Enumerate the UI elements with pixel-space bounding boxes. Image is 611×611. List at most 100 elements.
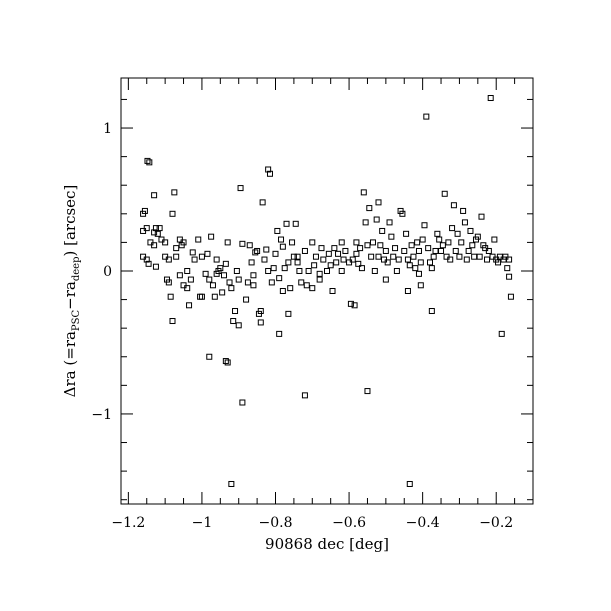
data-point [206,276,213,283]
data-point [228,285,235,292]
y-axis-label-sub-psc: PSC [71,309,82,331]
data-point [298,279,305,286]
data-point [154,230,161,237]
data-point [447,256,454,263]
y-axis-label-end: ) [arcsec] [61,185,79,257]
data-point [498,330,505,337]
data-point [351,302,358,309]
y-axis-label: Δra (=raPSC−radeep) [arcsec] [61,185,82,398]
data-point [340,256,347,263]
data-point [171,189,178,196]
data-point [292,220,299,227]
data-point [265,267,272,274]
data-point [395,256,402,263]
data-point [382,276,389,283]
data-point [235,276,242,283]
data-point [484,256,491,263]
data-point [364,242,371,249]
data-point [478,213,485,220]
data-point [211,293,218,300]
data-point [467,227,474,234]
data-point [506,273,513,280]
data-point [285,259,292,266]
x-tick-label: −0.4 [406,515,440,531]
axis-ticks [121,78,534,504]
x-tick-label: −0.6 [332,515,366,531]
x-axis-label: 90868 dec [deg] [265,535,389,553]
data-point [338,267,345,274]
data-point [250,282,257,289]
data-point [388,233,395,240]
data-point [265,166,272,173]
data-point [268,279,275,286]
data-point [198,293,205,300]
data-point [152,225,159,232]
data-point [230,318,237,325]
data-point [222,358,229,365]
data-point [373,216,380,223]
data-point [187,276,194,283]
data-point [366,205,373,212]
data-point [414,239,421,246]
data-point [456,253,463,260]
data-point [169,210,176,217]
data-point [410,253,417,260]
data-point [184,285,191,292]
data-point [404,288,411,294]
data-point [204,250,211,257]
x-tick-label: −0.2 [479,515,513,531]
data-point [465,247,472,254]
data-point [198,253,205,260]
x-tick-label: −1 [192,515,213,531]
data-point [460,207,467,214]
data-point [495,259,502,266]
plot-frame [120,77,534,505]
data-point [309,285,316,292]
data-point [428,308,435,315]
data-point [428,265,435,272]
data-point [364,388,371,395]
data-point [233,267,240,274]
data-point [325,250,332,257]
data-point [329,288,336,294]
data-point [441,190,448,197]
data-point [379,227,386,234]
data-point [294,253,301,260]
data-point [399,210,406,217]
data-point [279,288,286,294]
data-point [167,293,174,300]
data-point [202,270,209,277]
data-point [243,296,250,303]
data-point [272,250,279,257]
data-point [209,282,216,289]
data-point [318,245,325,252]
data-point [358,265,365,272]
data-point [301,247,308,254]
data-point [454,230,461,237]
data-point [151,242,158,249]
data-point [303,282,310,289]
data-point [316,276,323,283]
axis-tick-labels: −1.2 −1 −0.8 −0.6 −0.4 −0.2 −1 0 1 [91,121,513,531]
data-point [244,279,251,286]
data-point [404,256,411,263]
data-point [324,267,330,274]
data-point [425,245,432,252]
data-point [180,239,187,246]
data-point [406,262,413,269]
data-point [254,247,261,254]
data-point [415,270,422,277]
data-point [261,256,268,263]
data-point [276,330,283,337]
data-point [195,236,202,243]
data-point [506,256,513,263]
data-point [173,253,180,260]
data-point [152,263,159,270]
data-point [248,259,255,266]
data-point [469,242,476,249]
data-point [507,293,514,300]
data-point [487,95,494,102]
data-point [403,230,410,237]
data-point [217,265,224,272]
